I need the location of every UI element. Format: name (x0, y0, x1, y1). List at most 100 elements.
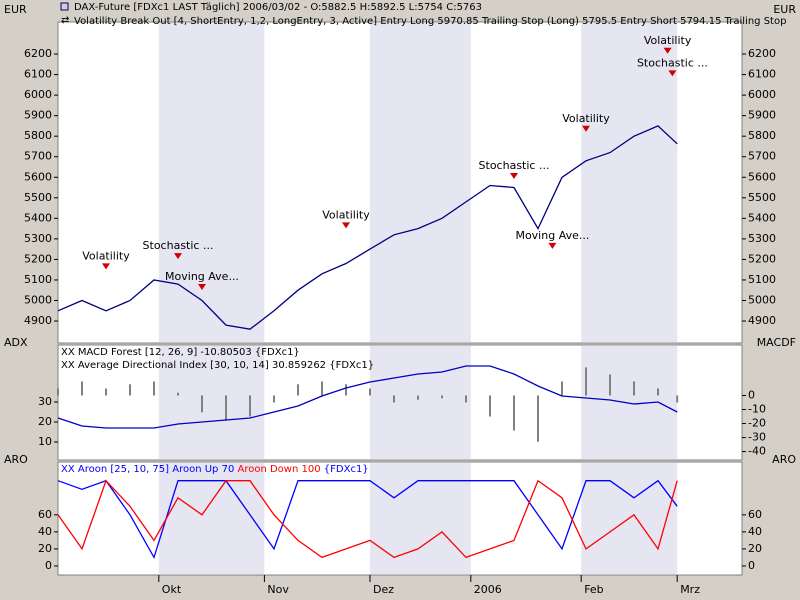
y-tick-label: 5600 (748, 170, 776, 183)
series-line (57, 365, 678, 429)
y-axis-label: ARO (4, 453, 28, 466)
y-tick-label: 5100 (24, 273, 52, 286)
y-tick-label: 5700 (24, 150, 52, 163)
month-stripe (581, 23, 678, 342)
signal-arrow (342, 222, 350, 229)
y-axis-label: MACDF (757, 336, 796, 349)
histogram-bar (177, 392, 179, 396)
histogram-bar (657, 388, 659, 396)
x-tick-label: 2006 (474, 583, 502, 596)
annotation: Moving Ave... (515, 229, 589, 242)
x-tick-label: Nov (267, 583, 289, 596)
histogram-bar (417, 395, 419, 400)
y-tick-label: 5200 (748, 252, 776, 265)
y2-tick-label: -40 (748, 445, 766, 458)
x-tick-label: Feb (584, 583, 603, 596)
y-tick-label: 5700 (748, 150, 776, 163)
annotation: Volatility (322, 208, 370, 221)
histogram-bar (369, 388, 371, 396)
signal-arrow (582, 125, 590, 132)
legend-text: XX Aroon [25, 10, 75] (61, 464, 169, 475)
signal-arrow (510, 173, 518, 180)
y-tick-label: 5000 (748, 293, 776, 306)
histogram-bar (345, 384, 347, 396)
y-tick-label: 5000 (24, 293, 52, 306)
signal-arrow (668, 70, 677, 77)
y-axis-label: ARO (772, 453, 796, 466)
histogram-bar (273, 395, 275, 403)
annotation: Volatility (644, 34, 692, 47)
legend: XX Aroon [25, 10, 75] Aroon Up 70 Aroon … (61, 464, 369, 475)
y-tick-label: 5600 (24, 170, 52, 183)
signal-arrow (663, 47, 672, 54)
legend-text: Aroon Up 70 (172, 464, 234, 475)
y-tick-label: 40 (748, 525, 762, 538)
y-tick-label: 5800 (24, 129, 52, 142)
signal-arrow (102, 263, 110, 270)
series-line (57, 479, 678, 560)
series-line (57, 479, 678, 559)
y-tick-label: 6100 (24, 68, 52, 81)
y-tick-label: 6200 (748, 47, 776, 60)
y-tick-label: 6100 (748, 68, 776, 81)
histogram-bar (249, 395, 251, 417)
y-axis-label: EUR (4, 3, 27, 16)
y-tick-label: 5900 (748, 109, 776, 122)
annotation: Stochastic ... (637, 56, 708, 69)
y-tick-label: 20 (748, 542, 762, 555)
month-stripe (370, 463, 471, 574)
histogram-bar (676, 395, 679, 403)
y-tick-label: 30 (38, 395, 52, 408)
legend-text: Volatility Break Out [4, ShortEntry, 1,2… (74, 16, 786, 27)
histogram-bar (465, 395, 467, 403)
y-tick-label: 40 (38, 525, 52, 538)
legend-text: Aroon Down 100 (238, 464, 321, 475)
histogram-bar (201, 395, 203, 413)
y2-tick-label: -10 (748, 403, 766, 416)
month-stripe (581, 346, 678, 459)
x-tick-label: Mrz (680, 583, 700, 596)
histogram-bar (489, 395, 491, 417)
month-stripe (370, 346, 471, 459)
y-tick-label: 5200 (24, 252, 52, 265)
signal-arrow (198, 283, 206, 290)
histogram-bar (129, 384, 131, 396)
y-tick-label: 20 (38, 415, 52, 428)
legend-text: {FDXc1} (324, 464, 369, 475)
y-tick-label: 60 (38, 508, 52, 521)
y-tick-label: 6200 (24, 47, 52, 60)
month-stripe (158, 346, 265, 459)
histogram-bar (57, 388, 59, 396)
histogram-bar (321, 381, 323, 396)
annotation: Stochastic ... (143, 239, 214, 252)
legend-text: XX MACD Forest [12, 26, 9] -10.80503 {FD… (61, 347, 300, 358)
histogram-bar (393, 395, 395, 403)
y-tick-label: 10 (38, 435, 52, 448)
annotation: Volatility (562, 112, 610, 125)
month-stripe (158, 463, 265, 574)
y-tick-label: 4900 (748, 314, 776, 327)
x-tick-label: Okt (162, 583, 182, 596)
annotation: Volatility (82, 249, 130, 262)
histogram-bar (633, 381, 635, 396)
histogram-bar (537, 395, 539, 442)
annotation: Moving Ave... (165, 270, 239, 283)
histogram-bar (609, 374, 611, 396)
y-tick-label: 20 (38, 542, 52, 555)
y-tick-label: 5900 (24, 109, 52, 122)
histogram-bar (105, 388, 107, 396)
y-tick-label: 5300 (24, 232, 52, 245)
y2-tick-label: -20 (748, 417, 766, 430)
y-tick-label: 5500 (748, 191, 776, 204)
legend-icon: ⇄ (61, 15, 69, 26)
histogram-bar (513, 395, 515, 431)
signal-arrow (174, 253, 182, 260)
y-tick-label: 6000 (24, 88, 52, 101)
y2-tick-label: 0 (748, 388, 755, 401)
y-tick-label: 0 (45, 559, 52, 572)
y-tick-label: 5100 (748, 273, 776, 286)
series-line (57, 125, 678, 330)
y-tick-label: 5800 (748, 129, 776, 142)
month-stripe (370, 23, 471, 342)
